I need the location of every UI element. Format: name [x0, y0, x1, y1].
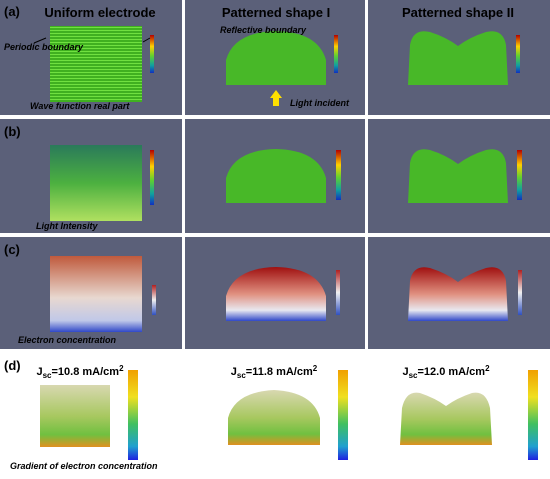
row-label: (a) [4, 4, 20, 19]
colorbar [152, 285, 156, 315]
row-label: (c) [4, 242, 20, 257]
annotation: Light incident [290, 98, 350, 108]
jsc-part: 2 [313, 364, 318, 373]
colorbar [336, 150, 341, 200]
shape [228, 390, 320, 445]
shape [50, 256, 142, 332]
colorbar [518, 270, 522, 315]
jsc-part: =12.0 mA/cm [418, 366, 486, 378]
colorbar [338, 370, 348, 460]
jsc-part: sc [237, 371, 246, 380]
shape [40, 385, 110, 447]
annotation: Light Intensity [36, 221, 98, 231]
colorbar [517, 150, 522, 200]
jsc-label: Jsc=10.8 mA/cm2 [36, 364, 124, 380]
annotation: Electron concentration [18, 335, 117, 345]
jsc-part: J [36, 366, 42, 378]
colorbar [334, 35, 338, 73]
annotation: Wave function real part [30, 101, 130, 111]
jsc-label: Jsc=12.0 mA/cm2 [402, 364, 490, 380]
colorbar [528, 370, 538, 460]
jsc-part: J [231, 366, 237, 378]
arrow [33, 37, 151, 44]
row-label: (b) [4, 124, 21, 139]
shape [400, 392, 492, 445]
jsc-label: Jsc=11.8 mA/cm2 [231, 364, 318, 380]
jsc-part: J [402, 366, 408, 378]
jsc-part: 2 [119, 364, 124, 373]
annotation: Gradient of electron concentration [10, 461, 158, 471]
arrow [270, 90, 282, 106]
colorbar [336, 270, 340, 315]
row-label: (d) [4, 358, 21, 373]
annotation: Reflective boundary [220, 25, 307, 35]
annotation: Periodic boundary [4, 42, 84, 52]
column-title: Uniform electrode [44, 5, 155, 20]
jsc-part: sc [43, 371, 52, 380]
jsc-part: =10.8 mA/cm [52, 366, 120, 378]
jsc-part: sc [409, 371, 418, 380]
jsc-part: =11.8 mA/cm [246, 366, 313, 378]
shape [50, 26, 142, 102]
column-title: Patterned shape I [222, 5, 330, 20]
colorbar [150, 150, 154, 205]
jsc-part: 2 [485, 364, 490, 373]
column-title: Patterned shape II [402, 5, 514, 20]
colorbar [150, 35, 154, 73]
colorbar [128, 370, 138, 460]
colorbar [516, 35, 520, 73]
shape [50, 145, 142, 221]
